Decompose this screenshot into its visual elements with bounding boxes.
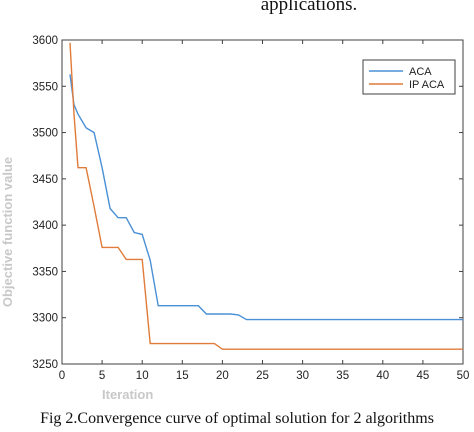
y-tick-label: 3550 [32,81,58,93]
legend-box [362,59,456,95]
y-tick-label: 3450 [32,174,58,186]
header-text-fragment: applications. [260,0,358,15]
y-axis-title: Objective function value [0,157,15,307]
legend-label: ACA [409,66,432,78]
x-tick-label: 25 [256,370,269,382]
legend-label: IP ACA [409,79,445,91]
y-tick-label: 3300 [32,313,58,325]
y-tick-label: 3600 [32,35,58,47]
x-tick-label: 15 [176,370,189,382]
y-tick-label: 3500 [32,128,58,140]
y-tick-label: 3350 [32,266,58,278]
series-layer [69,42,463,350]
y-tick-label: 3400 [32,220,58,232]
x-axis-title: Iteration [102,387,153,402]
x-tick-label: 40 [376,370,389,382]
x-tick-label: 30 [296,370,309,382]
x-tick-label: 50 [457,370,470,382]
y-tick-label: 3250 [32,359,58,371]
series-line-ip-aca [69,42,463,350]
x-tick-label: 10 [136,370,149,382]
x-tick-label: 35 [336,370,349,382]
figure-caption: Fig 2.Convergence curve of optimal solut… [40,410,434,427]
x-tick-label: 5 [99,370,105,382]
series-line-aca [69,74,463,321]
x-tick-label: 20 [216,370,229,382]
x-tick-label: 0 [59,370,65,382]
x-tick-label: 45 [417,370,430,382]
convergence-chart: 0 5 10 15 20 25 30 35 40 45 50 3250 3300 3350 3400 3450… [0,35,470,402]
